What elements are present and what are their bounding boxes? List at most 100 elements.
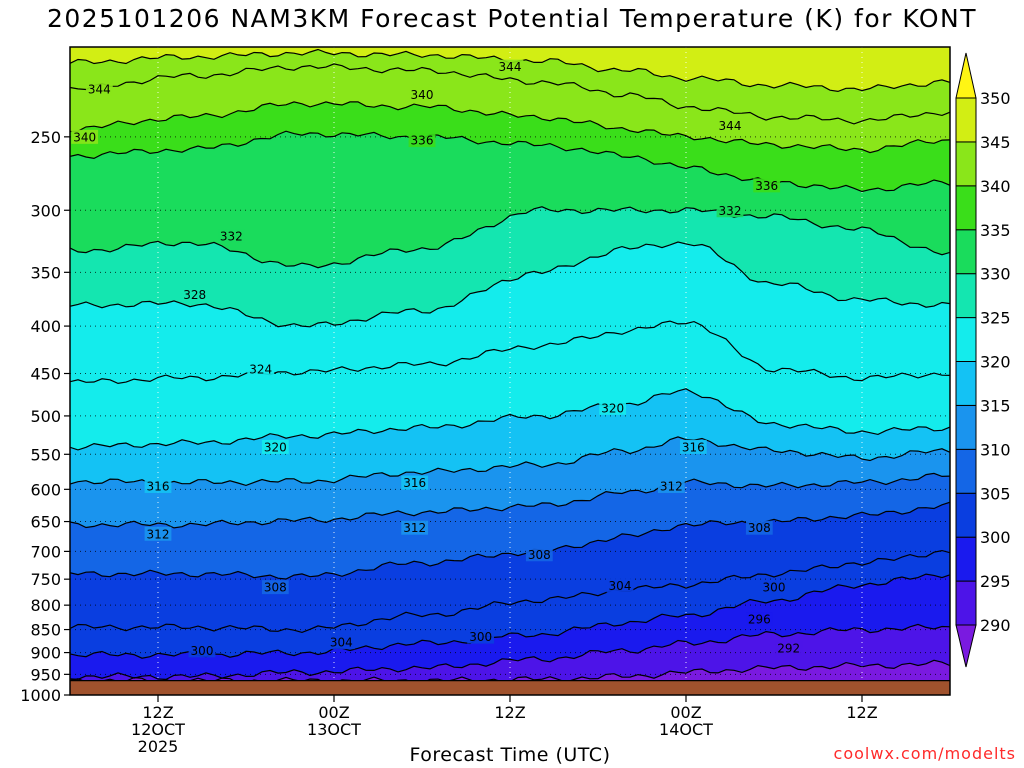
colorbar-bin-315 [955, 361, 977, 406]
contour-label-340: 340 [73, 130, 96, 144]
y-tick-label-800: 800 [30, 596, 61, 615]
contour-label-292: 292 [777, 642, 800, 656]
contour-label-bg-296 [745, 612, 773, 627]
contour-label-312: 312 [660, 479, 683, 493]
colorbar-high-arrow [955, 52, 977, 99]
contour-label-316: 316 [682, 440, 705, 454]
contour-label-320: 320 [264, 440, 287, 454]
contour-label-bg-336 [408, 133, 436, 148]
contour-label-308: 308 [264, 581, 287, 595]
x-tick-label-12-1: 12OCT [131, 720, 185, 739]
contour-label-296: 296 [748, 613, 771, 627]
contour-label-344: 344 [499, 60, 522, 74]
contour-label-304: 304 [330, 636, 353, 650]
contour-label-bg-292 [775, 641, 803, 656]
contour-label-312: 312 [403, 521, 426, 535]
contour-label-308: 308 [748, 521, 771, 535]
colorbar-label-300: 300 [980, 528, 1011, 547]
contour-label-332: 332 [220, 230, 243, 244]
contour-label-bg-344 [716, 118, 744, 133]
credit-text: coolwx.com/modelts [833, 744, 1016, 763]
x-tick-label-48-0: 00Z [670, 703, 701, 722]
contour-label-bg-344 [85, 82, 113, 97]
colorbar-label-350: 350 [980, 89, 1011, 108]
contour-label-bg-300 [467, 629, 495, 644]
contour-label-312: 312 [147, 527, 170, 541]
contour-label-bg-308 [525, 547, 553, 562]
contour-label-332: 332 [719, 204, 742, 218]
contour-300 [70, 573, 950, 659]
contour-label-bg-300 [188, 643, 216, 658]
contour-label-336: 336 [411, 134, 434, 148]
x-tick-label-36-0: 12Z [494, 703, 525, 722]
contour-label-bg-332 [217, 229, 245, 244]
y-tick-label-900: 900 [30, 644, 61, 663]
contour-label-bg-308 [261, 580, 289, 595]
colorbar-label-295: 295 [980, 572, 1011, 591]
y-tick-label-950: 950 [30, 665, 61, 684]
contour-label-324: 324 [249, 363, 272, 377]
contour-label-bg-300 [760, 580, 788, 595]
contour-label-304: 304 [609, 579, 632, 593]
contour-label-300: 300 [191, 644, 214, 658]
contour-label-bg-312 [657, 478, 685, 493]
y-tick-label-250: 250 [30, 128, 61, 147]
colorbar-label-320: 320 [980, 353, 1011, 372]
contour-316 [70, 436, 950, 487]
x-tick-label-12-2: 2025 [138, 737, 179, 756]
contour-308 [70, 501, 950, 580]
contour-label-336: 336 [755, 179, 778, 193]
contour-304 [70, 549, 950, 634]
colorbar-bin-310 [955, 404, 977, 450]
y-tick-label-700: 700 [30, 542, 61, 561]
contour-340 [70, 101, 950, 154]
x-tick-label-60-0: 12Z [846, 703, 877, 722]
y-tick-label-600: 600 [30, 480, 61, 499]
colorbar-label-310: 310 [980, 440, 1011, 459]
y-tick-label-1000: 1000 [20, 686, 61, 705]
contour-328 [70, 241, 950, 328]
contour-label-344: 344 [719, 119, 742, 133]
contour-label-bg-316 [679, 439, 707, 454]
y-tick-label-500: 500 [30, 407, 61, 426]
contour-label-340: 340 [411, 88, 434, 102]
contour-label-bg-316 [144, 478, 172, 493]
contour-label-bg-340 [408, 87, 436, 102]
colorbar-label-325: 325 [980, 309, 1011, 328]
colorbar-bin-345 [955, 97, 977, 143]
colorbar-low-arrow [955, 624, 977, 668]
contour-label-bg-312 [401, 520, 429, 535]
y-tick-label-750: 750 [30, 570, 61, 589]
contour-label-bg-340 [71, 129, 99, 144]
ground [70, 680, 950, 695]
contour-label-bg-332 [716, 203, 744, 218]
contour-label-320: 320 [601, 401, 624, 415]
contour-344 [70, 63, 950, 125]
contour-label-328: 328 [183, 288, 206, 302]
colorbar-bin-320 [955, 317, 977, 363]
contour-324 [70, 320, 950, 385]
contour-label-300: 300 [763, 581, 786, 595]
colorbar-bin-290 [955, 580, 977, 626]
chart-title: 2025101206 NAM3KM Forecast Potential Tem… [46, 4, 978, 33]
x-tick-label-24-0: 00Z [318, 703, 349, 722]
colorbar-bin-340 [955, 141, 977, 187]
colorbar-bin-330 [955, 229, 977, 275]
x-tick-label-12-0: 12Z [142, 703, 173, 722]
contour-label-344: 344 [88, 83, 111, 97]
y-tick-label-450: 450 [30, 365, 61, 384]
colorbar-bin-300 [955, 492, 977, 538]
contour-label-bg-320 [261, 439, 289, 454]
colorbar-label-315: 315 [980, 396, 1011, 415]
band-348 [70, 47, 950, 92]
contour-label-308: 308 [528, 548, 551, 562]
y-tick-label-850: 850 [30, 621, 61, 640]
x-axis-title: Forecast Time (UTC) [409, 744, 611, 766]
contour-label-bg-312 [144, 526, 172, 541]
contour-label-bg-324 [247, 362, 275, 377]
y-tick-label-400: 400 [30, 317, 61, 336]
contour-label-bg-316 [401, 475, 429, 490]
y-tick-label-350: 350 [30, 263, 61, 282]
y-tick-label-550: 550 [30, 445, 61, 464]
